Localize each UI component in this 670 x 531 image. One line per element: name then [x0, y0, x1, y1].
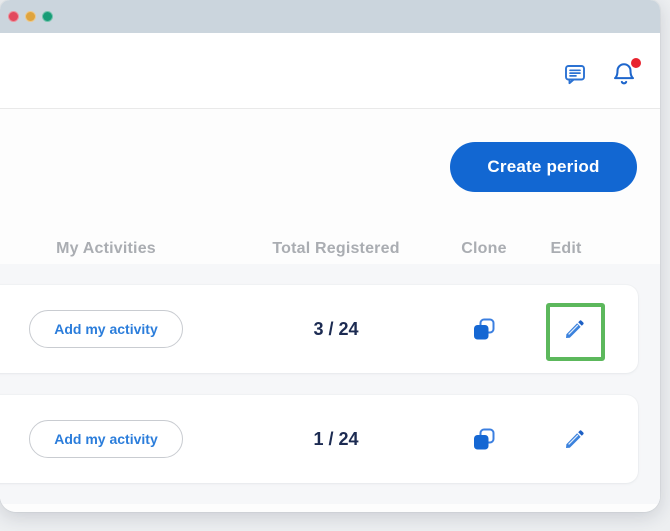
- pencil-icon: [566, 430, 584, 448]
- add-my-activity-button[interactable]: Add my activity: [29, 310, 183, 348]
- total-registered-value: 1 / 24: [313, 429, 359, 449]
- pencil-icon: [566, 320, 584, 338]
- create-period-button[interactable]: Create period: [450, 142, 637, 192]
- add-my-activity-button[interactable]: Add my activity: [29, 420, 183, 458]
- app-header: [0, 33, 660, 109]
- close-window-button[interactable]: [8, 11, 19, 22]
- column-header-edit: Edit: [550, 240, 582, 257]
- header-icon-group: [562, 58, 641, 87]
- main-content: Create period My Activities Total Regist…: [0, 109, 660, 512]
- column-header-my-activities: My Activities: [56, 240, 156, 257]
- column-header-total-registered: Total Registered: [272, 240, 400, 257]
- minimize-window-button[interactable]: [25, 11, 36, 22]
- notification-badge: [631, 58, 641, 68]
- notifications-bell-icon[interactable]: [611, 58, 641, 87]
- clone-button[interactable]: [471, 316, 497, 342]
- column-header-clone: Clone: [461, 240, 507, 257]
- total-registered-value: 3 / 24: [313, 319, 359, 339]
- table-row: Add my activity 1 / 24: [0, 395, 638, 483]
- app-window: Create period My Activities Total Regist…: [0, 0, 660, 512]
- clone-button[interactable]: [471, 426, 497, 452]
- zoom-window-button[interactable]: [42, 11, 53, 22]
- window-titlebar: [0, 0, 660, 33]
- edit-button[interactable]: [563, 427, 587, 451]
- table-row: Add my activity 3 / 24: [0, 285, 638, 373]
- messages-icon[interactable]: [562, 61, 588, 87]
- edit-button[interactable]: [563, 317, 587, 341]
